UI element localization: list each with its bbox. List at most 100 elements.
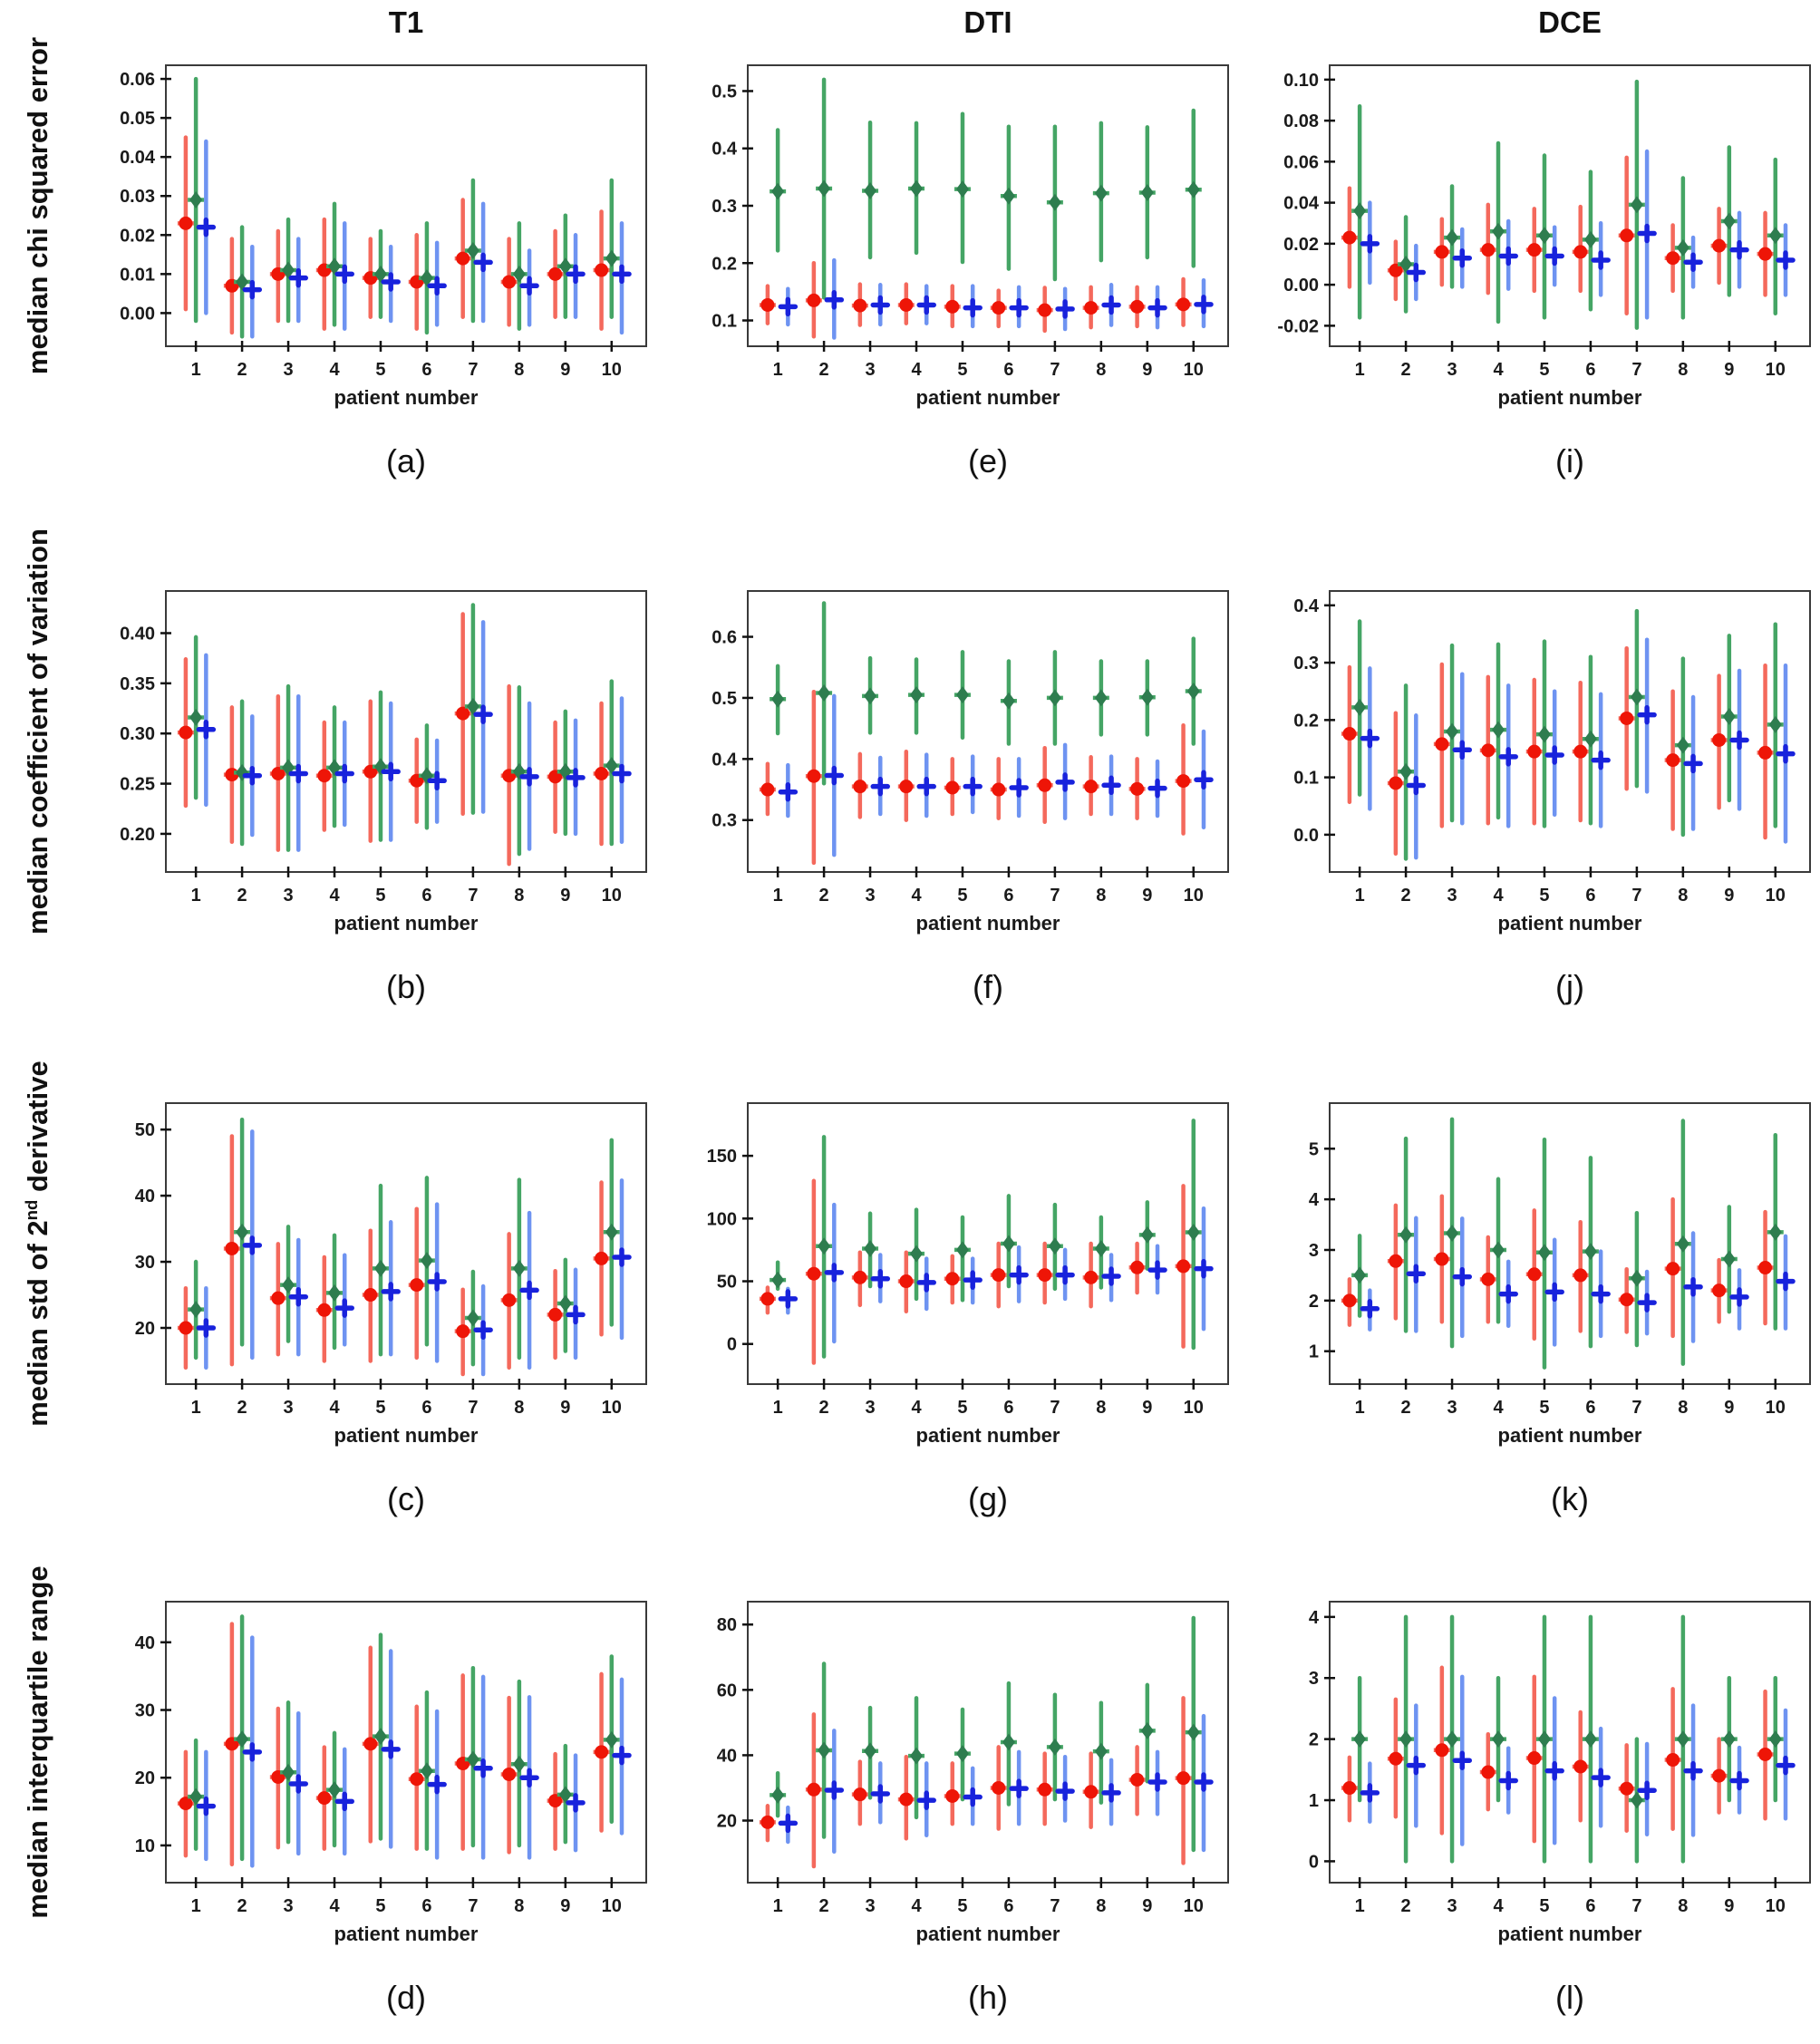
svg-text:patient number: patient number <box>334 912 479 935</box>
svg-text:0.03: 0.03 <box>120 187 155 207</box>
svg-text:0.01: 0.01 <box>120 265 155 285</box>
svg-text:4: 4 <box>1493 886 1504 906</box>
svg-text:3: 3 <box>865 1398 875 1418</box>
svg-text:4: 4 <box>1309 1608 1320 1628</box>
panel-b: 0.20 0.25 0.30 0.35 0.40 1 2 3 4 5 6 7 8 9 10 patient n… <box>86 580 657 1033</box>
svg-text:80: 80 <box>717 1615 737 1635</box>
svg-text:0.02: 0.02 <box>1283 235 1319 255</box>
svg-text:10: 10 <box>1766 886 1786 906</box>
column-title-t1: T1 <box>388 5 424 39</box>
plot-a: 0.00 0.01 0.02 0.03 0.04 0.05 0.06 1 2 3 4 5 6 7 8 9 10 p… <box>120 64 647 409</box>
svg-text:10: 10 <box>135 1836 155 1856</box>
svg-text:10: 10 <box>1766 360 1786 380</box>
svg-text:0.4: 0.4 <box>712 140 738 160</box>
svg-text:0.5: 0.5 <box>712 82 737 102</box>
svg-text:0.4: 0.4 <box>712 750 738 770</box>
svg-text:5: 5 <box>1539 360 1549 380</box>
svg-text:10: 10 <box>1184 1896 1204 1916</box>
svg-text:1: 1 <box>1355 886 1365 906</box>
caption-g: (g) <box>968 1480 1008 1517</box>
svg-text:9: 9 <box>1142 1398 1152 1418</box>
svg-text:6: 6 <box>421 360 431 380</box>
svg-text:7: 7 <box>1631 1896 1641 1916</box>
svg-text:0.05: 0.05 <box>120 109 155 129</box>
svg-text:0.3: 0.3 <box>712 811 737 831</box>
svg-text:0.40: 0.40 <box>120 625 155 644</box>
svg-text:6: 6 <box>421 1896 431 1916</box>
svg-text:3: 3 <box>283 1398 293 1418</box>
svg-text:7: 7 <box>1050 360 1060 380</box>
svg-text:50: 50 <box>717 1273 737 1293</box>
svg-text:0.00: 0.00 <box>1283 276 1319 295</box>
svg-text:7: 7 <box>1631 1398 1641 1418</box>
svg-text:3: 3 <box>1447 1896 1457 1916</box>
svg-text:10: 10 <box>602 360 622 380</box>
svg-text:1: 1 <box>1355 1896 1365 1916</box>
svg-text:7: 7 <box>1050 886 1060 906</box>
plot-k: 1 2 3 4 5 1 2 3 4 5 6 7 8 9 10 patient number <box>1309 1102 1811 1447</box>
svg-text:60: 60 <box>717 1681 737 1700</box>
plot-h: 20 40 60 80 1 2 3 4 5 6 7 8 9 10 patient number <box>717 1601 1229 1945</box>
panel-i: -0.02 0.00 0.02 0.04 0.06 0.08 0.10 1 2 3 4 5 6 7 8 9 10… <box>1250 54 1820 508</box>
svg-text:patient number: patient number <box>916 386 1060 409</box>
caption-k: (k) <box>1551 1480 1589 1517</box>
svg-text:8: 8 <box>1678 360 1688 380</box>
panel-f: 0.3 0.4 0.5 0.6 1 2 3 4 5 6 7 8 9 10 patient number (f) <box>668 580 1239 1033</box>
svg-text:patient number: patient number <box>1498 1923 1642 1945</box>
svg-text:9: 9 <box>1724 360 1734 380</box>
svg-text:6: 6 <box>1585 886 1595 906</box>
plot-j: 0.0 0.1 0.2 0.3 0.4 1 2 3 4 5 6 7 8 9 10 patient number <box>1293 590 1811 935</box>
svg-text:7: 7 <box>468 1398 478 1418</box>
svg-text:0.3: 0.3 <box>1293 654 1319 673</box>
svg-text:3: 3 <box>1447 1398 1457 1418</box>
svg-text:2: 2 <box>237 1896 247 1916</box>
svg-text:5: 5 <box>957 886 967 906</box>
svg-text:0.25: 0.25 <box>120 775 155 795</box>
svg-text:8: 8 <box>1096 1398 1106 1418</box>
svg-text:5: 5 <box>1539 1896 1549 1916</box>
svg-text:4: 4 <box>1309 1190 1320 1210</box>
svg-text:0.06: 0.06 <box>1283 152 1319 172</box>
svg-text:patient number: patient number <box>334 386 479 409</box>
svg-text:1: 1 <box>191 1398 201 1418</box>
svg-text:3: 3 <box>283 1896 293 1916</box>
svg-text:1: 1 <box>191 1896 201 1916</box>
svg-text:10: 10 <box>1766 1398 1786 1418</box>
plot-d: 10 20 30 40 1 2 3 4 5 6 7 8 9 10 patient number <box>135 1601 647 1945</box>
svg-text:patient number: patient number <box>916 912 1060 935</box>
svg-text:patient number: patient number <box>334 1923 479 1945</box>
row-label-std-of-2nd-derivative: median std of 2nd derivative <box>21 1061 54 1427</box>
svg-text:4: 4 <box>1493 1896 1504 1916</box>
svg-text:30: 30 <box>135 1253 155 1273</box>
svg-text:4: 4 <box>1493 360 1504 380</box>
svg-text:0.2: 0.2 <box>712 254 737 274</box>
plot-f: 0.3 0.4 0.5 0.6 1 2 3 4 5 6 7 8 9 10 patient number <box>712 590 1229 935</box>
svg-text:40: 40 <box>135 1633 155 1653</box>
svg-text:9: 9 <box>1142 886 1152 906</box>
svg-text:7: 7 <box>468 886 478 906</box>
svg-text:5: 5 <box>1309 1139 1319 1159</box>
svg-text:1: 1 <box>1309 1342 1319 1362</box>
svg-text:0.2: 0.2 <box>1293 711 1319 731</box>
svg-text:5: 5 <box>375 1896 385 1916</box>
svg-text:10: 10 <box>602 1896 622 1916</box>
svg-text:5: 5 <box>375 360 385 380</box>
svg-text:2: 2 <box>819 886 829 906</box>
row-label-chi-squared-error: median chi squared error <box>22 36 54 375</box>
svg-text:2: 2 <box>1401 1896 1411 1916</box>
plot-b: 0.20 0.25 0.30 0.35 0.40 1 2 3 4 5 6 7 8 9 10 patient n… <box>120 590 647 935</box>
svg-text:8: 8 <box>1096 1896 1106 1916</box>
svg-text:4: 4 <box>911 1398 922 1418</box>
svg-text:9: 9 <box>1724 886 1734 906</box>
caption-l: (l) <box>1555 1979 1584 2016</box>
svg-text:6: 6 <box>421 886 431 906</box>
svg-text:4: 4 <box>329 886 340 906</box>
svg-text:5: 5 <box>1539 886 1549 906</box>
svg-text:4: 4 <box>1493 1398 1504 1418</box>
svg-text:9: 9 <box>1142 1896 1152 1916</box>
plot-l: 0 1 2 3 4 1 2 3 4 5 6 7 8 9 10 patient number <box>1309 1601 1811 1945</box>
svg-text:20: 20 <box>717 1812 737 1832</box>
svg-text:4: 4 <box>329 1896 340 1916</box>
svg-text:-0.02: -0.02 <box>1277 316 1319 336</box>
svg-text:1: 1 <box>773 886 783 906</box>
